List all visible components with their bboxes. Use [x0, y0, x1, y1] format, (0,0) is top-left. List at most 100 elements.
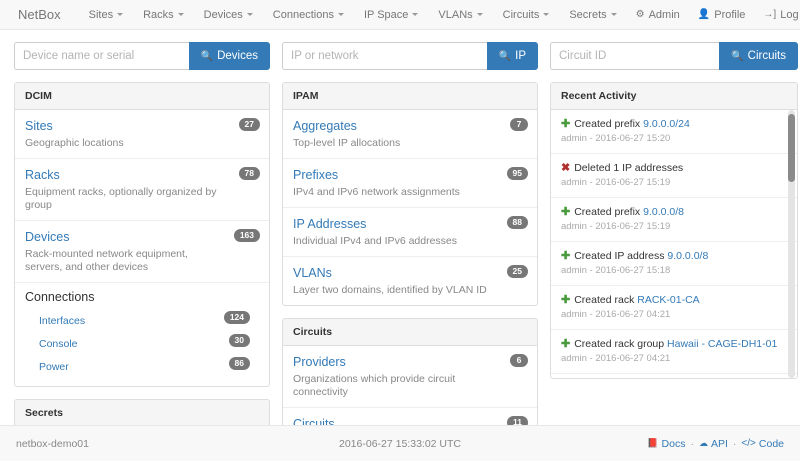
- activity-action: Created prefix: [574, 206, 641, 218]
- list-item: Sites 27 Geographic locations: [15, 110, 269, 159]
- primary-nav: Sites Racks Devices Connections IP Space VLAN…: [79, 0, 627, 30]
- activity-meta: admin - 2016-06-27 15:18: [561, 265, 671, 276]
- link-vlans[interactable]: VLANs: [293, 266, 332, 280]
- count-badge: 163: [233, 229, 260, 242]
- user-icon: 👤: [697, 8, 711, 20]
- chevron-down-icon: [476, 13, 483, 16]
- link-power[interactable]: Power: [39, 361, 69, 373]
- nav-item-ip-space[interactable]: IP Space: [354, 0, 428, 30]
- nav-item-vlans[interactable]: VLANs: [428, 0, 492, 30]
- activity-item: ✖ Deleted 1 IP addresses admin - 2016-06-2…: [551, 154, 797, 198]
- list-item: Providers 6 Organizations which provide ci…: [283, 346, 537, 408]
- link-devices[interactable]: Devices: [25, 230, 70, 244]
- count-badge: 95: [506, 167, 528, 180]
- count-badge: 6: [510, 354, 528, 367]
- footer-link-label: API: [710, 437, 728, 450]
- nav-item-label: VLANs: [438, 8, 473, 21]
- circuit-search-button[interactable]: 🔍 Circuits: [719, 42, 798, 70]
- panel-dcim: DCIM Sites 27 Geographic locations Racks 78 E…: [14, 82, 270, 387]
- link-sites[interactable]: Sites: [25, 119, 53, 133]
- link-console[interactable]: Console: [39, 338, 78, 350]
- link-circuits[interactable]: Circuits: [293, 417, 335, 425]
- activity-object-link[interactable]: 9.0.0.0/8: [643, 206, 684, 218]
- connections-block: Connections Interfaces 124 Console 30 Power 86: [15, 283, 269, 386]
- activity-item: ✚ Created rack group Hawaii - CAGE-DH1-01…: [551, 330, 797, 374]
- activity-line: ✚ Created prefix 9.0.0.0/24: [561, 117, 781, 131]
- activity-line: ✚ Created rack group Hawaii - CAGE-DH1-01: [561, 337, 781, 351]
- link-providers[interactable]: Providers: [293, 355, 346, 369]
- ip-search-button[interactable]: 🔍 IP: [486, 42, 538, 70]
- activity-item: ✎Modified device type Dell PowerEdge R63…: [551, 374, 797, 378]
- activity-object-link[interactable]: RACK-01-CA: [637, 294, 700, 306]
- plus-icon: ✚: [561, 250, 571, 262]
- activity-object-link[interactable]: 9.0.0.0/8: [667, 250, 709, 262]
- chevron-down-icon: [117, 13, 124, 16]
- panel-ipam-body: Aggregates 7 Top-level IP allocations Prefi…: [283, 110, 537, 305]
- logout-icon: →]: [763, 8, 777, 20]
- page-footer: netbox-demo01 2016-06-27 15:33:02 UTC 📕 D…: [0, 425, 800, 461]
- nav-log-out-button[interactable]: →]Log out: [754, 0, 800, 30]
- panel-activity-title: Recent Activity: [551, 83, 797, 110]
- activity-object-link[interactable]: Hawaii - CAGE-DH1-01: [667, 338, 778, 350]
- footer-separator: ·: [732, 437, 737, 450]
- nav-item-secrets[interactable]: Secrets: [559, 0, 626, 30]
- footer-link-api[interactable]: ☁ API: [699, 438, 728, 450]
- activity-meta: admin - 2016-06-27 04:21: [561, 353, 671, 364]
- list-item: VLANs 25 Layer two domains, identified by …: [283, 257, 537, 305]
- activity-meta: admin - 2016-06-27 04:21: [561, 309, 671, 320]
- list-item: Devices 163 Rack-mounted network equipment…: [15, 221, 269, 283]
- nav-right-label: Admin: [648, 8, 680, 21]
- footer-link-code[interactable]: </> Code: [741, 438, 784, 450]
- device-search-input[interactable]: [14, 42, 189, 70]
- activity-item: ✚ Created prefix 9.0.0.0/8 admin - 2016-06…: [551, 198, 797, 242]
- gear-icon: ⚙: [635, 8, 645, 20]
- nav-item-label: Secrets: [569, 8, 607, 21]
- link-ip-addresses[interactable]: IP Addresses: [293, 217, 367, 231]
- nav-item-label: IP Space: [363, 8, 409, 21]
- link-aggregates[interactable]: Aggregates: [293, 119, 357, 133]
- link-prefixes[interactable]: Prefixes: [293, 168, 339, 182]
- list-item: Console 30: [25, 332, 259, 355]
- circuit-search-input[interactable]: [550, 42, 720, 70]
- book-icon: 📕: [647, 438, 659, 448]
- nav-item-sites[interactable]: Sites: [79, 0, 133, 30]
- panel-recent-activity: Recent Activity ✚ Created prefix 9.0.0.0/…: [550, 82, 798, 379]
- plus-icon: ✚: [561, 118, 571, 130]
- nav-item-racks[interactable]: Racks: [133, 0, 194, 30]
- chevron-down-icon: [412, 13, 419, 16]
- count-badge: 86: [228, 357, 250, 370]
- nav-profile-button[interactable]: 👤 Profile: [689, 0, 755, 30]
- activity-object-link[interactable]: 9.0.0.0/24: [643, 118, 690, 130]
- link-racks[interactable]: Racks: [25, 168, 60, 182]
- ip-search-input[interactable]: [282, 42, 487, 70]
- nav-right-label: Log out: [780, 8, 800, 21]
- link-interfaces[interactable]: Interfaces: [39, 315, 86, 327]
- nav-item-connections[interactable]: Connections: [263, 0, 354, 30]
- activity-scroll-area[interactable]: ✚ Created prefix 9.0.0.0/24 admin - 2016-0…: [551, 110, 797, 378]
- connections-heading: Connections: [25, 290, 95, 304]
- item-description: Top-level IP allocations: [293, 137, 401, 149]
- device-search-group: 🔍 Devices: [14, 42, 270, 70]
- activity-scrollbar[interactable]: [788, 110, 795, 378]
- activity-scrollbar-thumb[interactable]: [788, 114, 795, 182]
- footer-link-label: Code: [758, 437, 784, 450]
- plus-icon: ✚: [561, 338, 571, 350]
- panel-dcim-body: Sites 27 Geographic locations Racks 78 Equipm…: [15, 110, 269, 386]
- list-item: Prefixes 95 IPv4 and IPv6 network assignme…: [283, 159, 537, 208]
- activity-action: Created prefix: [574, 118, 641, 130]
- panel-circuits: Circuits Providers 6 Organizations which p…: [282, 318, 538, 425]
- chevron-down-icon: [246, 13, 253, 16]
- column-dcim: 🔍 Devices DCIM Sites 27 Geographic locatio…: [14, 42, 270, 425]
- activity-item: ✚ Created rack RACK-01-CA admin - 2016-06-…: [551, 286, 797, 330]
- cloud-icon: ☁: [698, 438, 708, 448]
- brand-logo[interactable]: NetBox: [18, 7, 61, 22]
- nav-item-circuits[interactable]: Circuits: [493, 0, 560, 30]
- footer-link-docs[interactable]: 📕 Docs: [647, 438, 685, 450]
- activity-line: ✖ Deleted 1 IP addresses: [561, 161, 781, 175]
- cross-icon: ✖: [561, 162, 571, 174]
- nav-item-devices[interactable]: Devices: [194, 0, 263, 30]
- device-search-button[interactable]: 🔍 Devices: [188, 42, 270, 70]
- count-badge: 78: [238, 167, 260, 180]
- nav-admin-button[interactable]: ⚙ Admin: [627, 0, 689, 30]
